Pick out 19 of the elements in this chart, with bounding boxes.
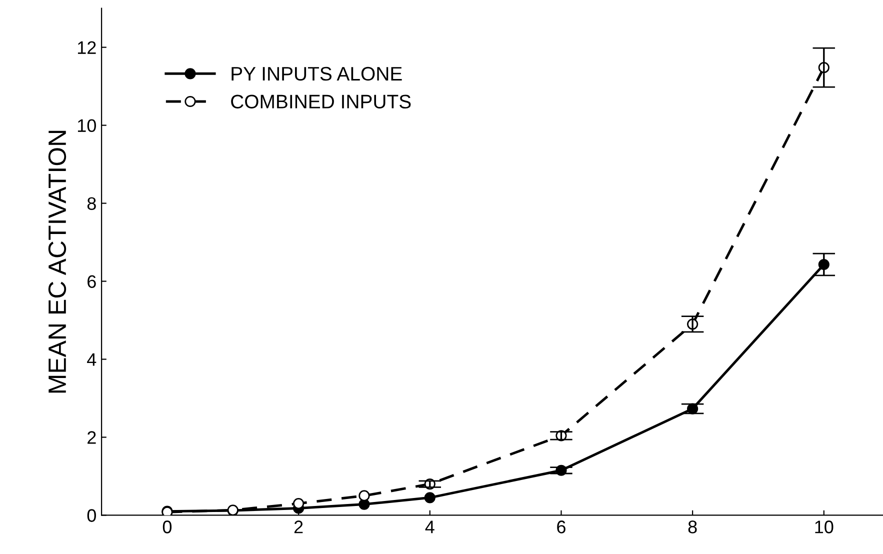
- y-tick-label: 0: [87, 509, 96, 522]
- point: [292, 498, 304, 510]
- y-tick-label: 2: [88, 431, 96, 444]
- x-tick-label: 2: [294, 520, 303, 534]
- y-tick-label: 6: [88, 275, 96, 288]
- y-tick-label: 12: [78, 41, 96, 54]
- x-tick-label: 10: [815, 520, 834, 534]
- y-tick-label: 8: [87, 197, 96, 210]
- y-tick-label: 10: [78, 119, 96, 132]
- point: [358, 490, 370, 502]
- x-tick-label: 8: [688, 520, 697, 534]
- y-axis-title: MEAN EC ACTIVATION: [48, 130, 66, 393]
- legend-label: PY INPUTS ALONE: [232, 66, 402, 81]
- x-tick-label: 0: [162, 520, 172, 534]
- x-tick-label: 4: [425, 520, 434, 534]
- x-tick-label: 6: [557, 520, 566, 534]
- y-tick-label: 4: [87, 353, 96, 366]
- legend-label: COMBINED INPUTS: [231, 94, 411, 108]
- point: [424, 492, 436, 504]
